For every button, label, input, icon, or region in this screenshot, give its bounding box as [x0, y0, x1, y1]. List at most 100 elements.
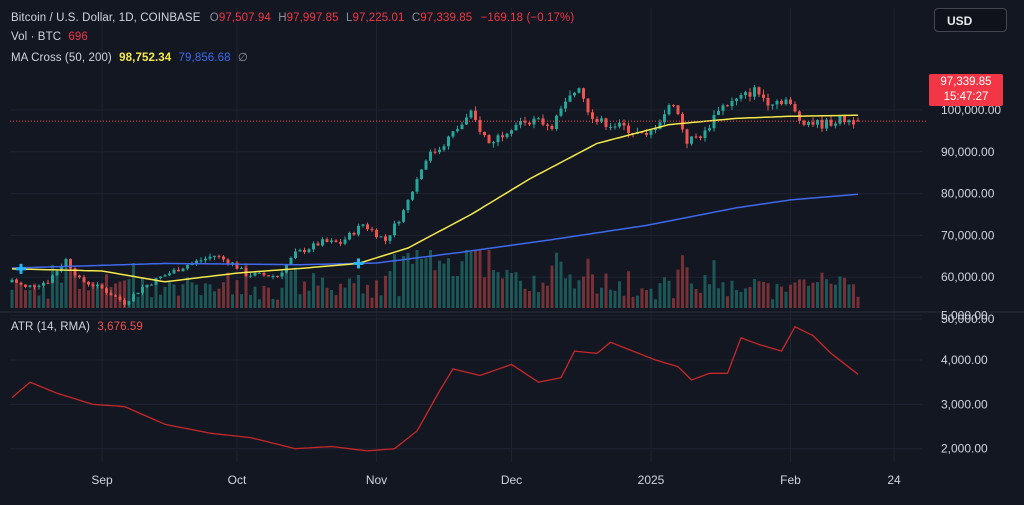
candle[interactable]: [109, 290, 113, 296]
candle[interactable]: [654, 124, 657, 134]
candle[interactable]: [514, 122, 518, 131]
candle[interactable]: [159, 276, 162, 280]
candle[interactable]: [496, 133, 500, 147]
candle[interactable]: [312, 241, 315, 253]
candle[interactable]: [352, 231, 356, 236]
candle[interactable]: [303, 247, 306, 255]
candle[interactable]: [555, 114, 558, 131]
candle[interactable]: [15, 278, 18, 283]
candle[interactable]: [379, 236, 383, 238]
candle[interactable]: [838, 115, 842, 126]
candle[interactable]: [393, 220, 396, 238]
candle[interactable]: [141, 284, 144, 296]
candle[interactable]: [550, 124, 554, 131]
candle[interactable]: [172, 267, 176, 275]
candle[interactable]: [532, 115, 536, 129]
candle[interactable]: [469, 109, 473, 120]
atr-axis[interactable]: 5,000.00 4,000.00 3,000.00 2,000.00: [941, 309, 988, 456]
candle[interactable]: [460, 121, 464, 130]
candle[interactable]: [843, 114, 846, 125]
candle[interactable]: [361, 223, 365, 228]
candle[interactable]: [235, 260, 239, 270]
candle[interactable]: [402, 208, 405, 223]
candle[interactable]: [442, 143, 446, 152]
candle[interactable]: [735, 97, 738, 106]
candle[interactable]: [672, 104, 675, 108]
candle[interactable]: [829, 115, 833, 127]
candle[interactable]: [501, 131, 504, 142]
candle[interactable]: [703, 126, 707, 142]
candle[interactable]: [429, 149, 432, 164]
candle[interactable]: [28, 284, 32, 289]
atr-legend[interactable]: ATR (14, RMA) 3,676.59: [11, 321, 143, 333]
candle[interactable]: [420, 169, 423, 180]
candle[interactable]: [19, 281, 23, 286]
candle[interactable]: [348, 231, 351, 241]
candle[interactable]: [253, 272, 257, 277]
candle[interactable]: [667, 103, 671, 116]
candle[interactable]: [771, 104, 774, 110]
candle[interactable]: [577, 87, 581, 94]
candle[interactable]: [622, 119, 626, 131]
candle[interactable]: [397, 220, 401, 226]
candle[interactable]: [330, 237, 333, 244]
candle[interactable]: [474, 106, 477, 123]
candle[interactable]: [564, 97, 567, 112]
symbol-title[interactable]: Bitcoin / U.S. Dollar, 1D, COINBASE: [11, 12, 201, 24]
candle[interactable]: [339, 238, 342, 247]
candlesticks[interactable]: [10, 85, 860, 308]
candle[interactable]: [820, 115, 824, 132]
candle[interactable]: [195, 259, 198, 266]
candle[interactable]: [388, 235, 392, 244]
candle[interactable]: [357, 223, 360, 237]
candle[interactable]: [528, 121, 531, 126]
candle[interactable]: [321, 237, 324, 247]
candle[interactable]: [433, 148, 437, 155]
candle[interactable]: [294, 248, 297, 260]
candle[interactable]: [510, 129, 513, 137]
candle[interactable]: [316, 241, 320, 246]
candle[interactable]: [181, 267, 185, 272]
candle[interactable]: [847, 119, 851, 126]
candle[interactable]: [213, 255, 216, 260]
candle[interactable]: [519, 117, 522, 129]
candle[interactable]: [78, 274, 81, 279]
candle[interactable]: [573, 91, 576, 98]
candle[interactable]: [676, 105, 680, 116]
candle[interactable]: [784, 97, 788, 106]
candle[interactable]: [492, 140, 495, 148]
candle[interactable]: [154, 277, 158, 286]
candle[interactable]: [586, 98, 590, 116]
candle[interactable]: [541, 114, 545, 127]
candle[interactable]: [60, 263, 63, 273]
candle[interactable]: [384, 234, 387, 245]
candle[interactable]: [478, 116, 482, 135]
candle[interactable]: [249, 272, 252, 278]
candle[interactable]: [325, 237, 329, 243]
candle[interactable]: [582, 87, 585, 103]
candle[interactable]: [694, 133, 698, 139]
candle[interactable]: [69, 258, 72, 270]
candle[interactable]: [757, 86, 761, 98]
candle[interactable]: [775, 99, 779, 110]
candle[interactable]: [424, 159, 428, 170]
candle[interactable]: [789, 97, 792, 106]
candle[interactable]: [91, 282, 95, 289]
candle[interactable]: [600, 115, 603, 123]
candle[interactable]: [451, 130, 455, 139]
candle[interactable]: [123, 297, 126, 308]
candle[interactable]: [186, 263, 189, 271]
candle[interactable]: [127, 300, 131, 307]
candle[interactable]: [271, 274, 275, 280]
candle[interactable]: [465, 113, 468, 125]
candle[interactable]: [222, 255, 225, 263]
candle[interactable]: [415, 176, 419, 194]
candle[interactable]: [46, 279, 50, 285]
candle[interactable]: [708, 124, 711, 132]
candle[interactable]: [375, 228, 378, 239]
candle[interactable]: [811, 117, 815, 127]
candle[interactable]: [780, 99, 783, 106]
candle[interactable]: [100, 284, 104, 290]
